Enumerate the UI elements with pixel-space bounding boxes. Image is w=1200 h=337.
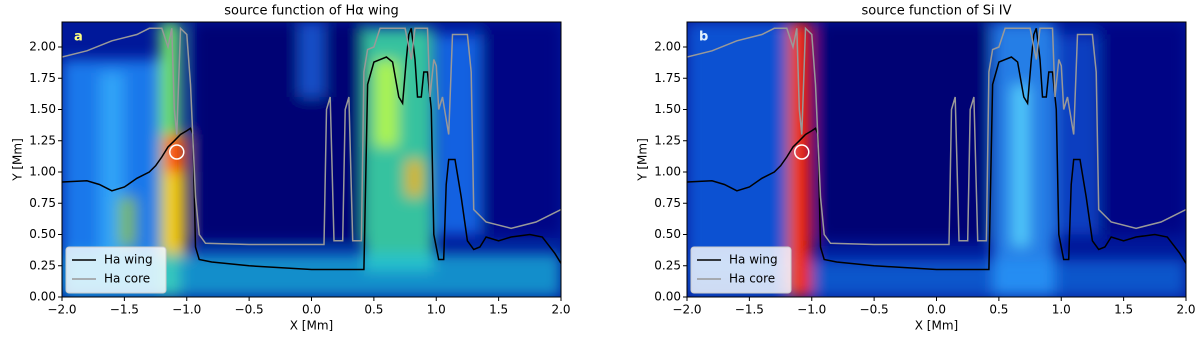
legend-label: Ha core — [104, 272, 150, 286]
x-tick-label: −0.5 — [235, 303, 264, 317]
series-line — [62, 26, 561, 246]
panel: −2.0 −1.5 −1.0 −0.5 0.0 0.5 1.0 1.5 2.0 0.00 0.25 0… — [11, 4, 571, 333]
x-tick-label: −2.0 — [672, 303, 701, 317]
y-tick-label: 0.50 — [29, 227, 56, 241]
x-tick-label: −1.5 — [735, 303, 764, 317]
heatmap-background — [62, 22, 561, 297]
x-tick-label: 2.0 — [1176, 303, 1195, 317]
y-axis-label: Y [Mm] — [636, 138, 650, 182]
x-axis-label: X [Mm] — [915, 319, 958, 333]
y-axis-label: Y [Mm] — [11, 138, 25, 182]
series-line — [687, 28, 1186, 271]
y-tick-label: 1.00 — [29, 165, 56, 179]
x-tick-label: 0.0 — [927, 303, 946, 317]
x-tick-label: −1.0 — [172, 303, 201, 317]
heatmap-blob — [817, 22, 989, 241]
heatmap-blob — [405, 159, 424, 197]
y-tick-label: 1.25 — [654, 133, 681, 147]
x-tick-label: −2.0 — [47, 303, 76, 317]
y-tick-label: 2.00 — [29, 40, 56, 54]
legend-box — [65, 246, 167, 294]
x-tick-label: −1.5 — [110, 303, 139, 317]
marker-point — [794, 144, 810, 160]
y-tick-label: 1.75 — [29, 71, 56, 85]
panel-annotation: a — [74, 30, 83, 45]
y-tick-label: 0.00 — [654, 290, 681, 304]
legend-label: Ha core — [729, 272, 775, 286]
chart-title: source function of Si IV — [862, 4, 1012, 19]
y-tick-label: 0.25 — [29, 258, 56, 272]
y-tick-label: 1.75 — [654, 71, 681, 85]
x-axis-label: X [Mm] — [290, 319, 333, 333]
marker-point — [169, 144, 185, 160]
x-tick-label: 1.5 — [489, 303, 508, 317]
y-tick-label: 1.50 — [654, 102, 681, 116]
heatmap-blob — [1011, 84, 1031, 247]
heatmap-blob — [479, 22, 561, 235]
heatmap-blob — [192, 22, 364, 241]
x-tick-label: −1.0 — [797, 303, 826, 317]
y-tick-label: 1.00 — [654, 165, 681, 179]
y-tick-label: 0.00 — [29, 290, 56, 304]
x-tick-label: 1.0 — [1052, 303, 1071, 317]
x-tick-label: 0.0 — [302, 303, 321, 317]
x-tick-label: 0.5 — [364, 303, 383, 317]
x-tick-label: 1.0 — [427, 303, 446, 317]
heatmap-blobs — [687, 22, 1186, 297]
x-tick-label: 0.5 — [989, 303, 1008, 317]
legend-label: Ha wing — [104, 253, 153, 267]
legend-box — [690, 246, 792, 294]
y-tick-label: 1.50 — [29, 102, 56, 116]
lines — [687, 26, 1186, 271]
heatmap-blob — [786, 22, 794, 297]
y-tick-label: 1.25 — [29, 133, 56, 147]
y-tick-label: 0.75 — [654, 196, 681, 210]
lines — [62, 26, 561, 271]
panel: −2.0 −1.5 −1.0 −0.5 0.0 0.5 1.0 1.5 2.0 0.00 0.25 0… — [636, 4, 1196, 333]
heatmap-blobs — [62, 22, 561, 297]
y-tick-label: 0.75 — [29, 196, 56, 210]
panel-annotation: b — [699, 30, 708, 45]
heatmap-blob — [1098, 22, 1186, 235]
series-line — [62, 28, 561, 271]
chart-title: source function of Hα wing — [224, 4, 398, 19]
series-line — [687, 26, 1186, 246]
y-tick-label: 2.00 — [654, 40, 681, 54]
y-tick-label: 0.50 — [654, 227, 681, 241]
y-tick-label: 0.25 — [654, 258, 681, 272]
legend-label: Ha wing — [729, 253, 778, 267]
x-tick-label: 2.0 — [551, 303, 570, 317]
x-tick-label: −0.5 — [860, 303, 889, 317]
x-tick-label: 1.5 — [1114, 303, 1133, 317]
heatmap-blob — [299, 22, 324, 97]
heatmap-blob — [118, 197, 137, 247]
heatmap-blob — [687, 22, 787, 272]
